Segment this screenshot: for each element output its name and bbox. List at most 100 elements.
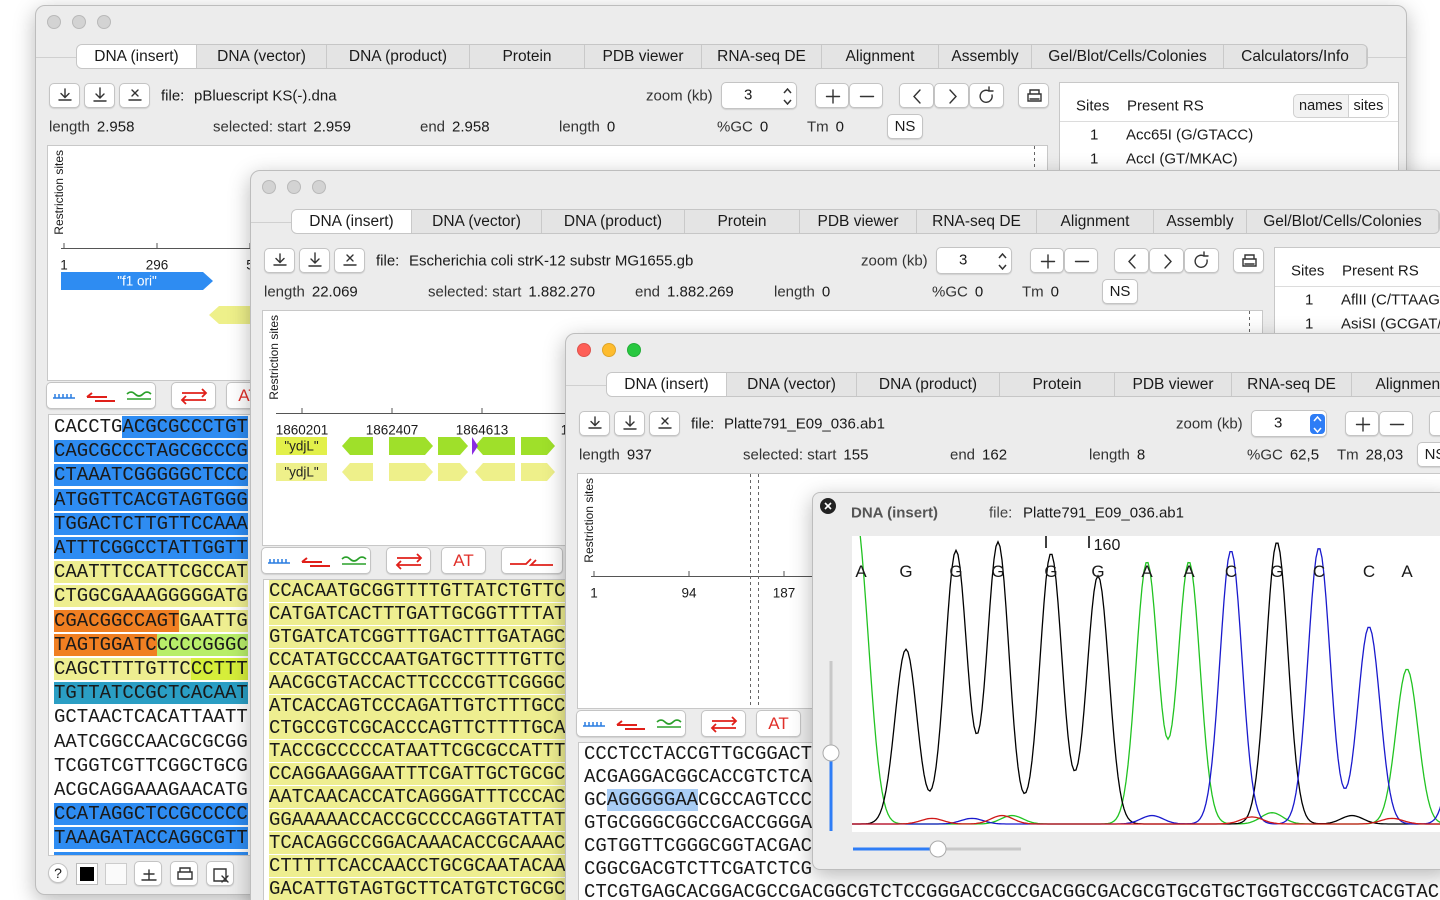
toggle-option[interactable]: sites — [1347, 95, 1389, 117]
back-button[interactable] — [1429, 411, 1440, 436]
tab[interactable]: Protein — [685, 210, 800, 233]
sequence-segment[interactable]: TAGTGGATC — [54, 633, 157, 656]
tab[interactable]: DNA (insert) — [607, 373, 727, 396]
window-control[interactable] — [97, 15, 111, 29]
save-button[interactable] — [614, 411, 645, 436]
reload-button[interactable] — [969, 83, 1004, 108]
tab[interactable]: DNA (insert) — [77, 45, 197, 68]
sequence-segment[interactable]: ACGCAGGAAAGAACATG — [54, 779, 248, 802]
sequence-segment[interactable]: CCCCGGGC — [156, 633, 248, 656]
sequence-segment[interactable]: CGCCAGTCCC — [698, 789, 813, 811]
feature-label[interactable]: "f1 ori" — [117, 273, 157, 289]
tab[interactable]: DNA (product) — [327, 45, 470, 68]
tab[interactable]: Gel/Blot/Cells/Colonies — [1247, 210, 1439, 233]
sequence-segment[interactable]: CAATTTCCATTCGCCAT — [54, 561, 248, 584]
site-count[interactable]: 1 — [1090, 126, 1099, 144]
site-name[interactable]: AsiSI (GCGAT/ — [1341, 315, 1440, 333]
forward-button[interactable] — [934, 83, 969, 108]
feature-label[interactable]: "ydjL" — [284, 438, 319, 454]
sequence-segment[interactable]: TCGGTCGTTCGGCTGCG — [54, 754, 248, 777]
forward-button[interactable] — [1149, 248, 1184, 273]
sequence-segment[interactable]: ACGCGCCCTGT — [122, 416, 248, 438]
print-button[interactable] — [1233, 248, 1264, 273]
load-button[interactable] — [264, 248, 295, 273]
zoom-out-button[interactable] — [1379, 411, 1413, 436]
sites-header[interactable]: Sites — [1291, 262, 1325, 280]
sequence-segment[interactable]: CATGATCACTTTGATTGCGGTTTTAT — [269, 602, 566, 625]
sequence-segment[interactable]: GAATTG — [179, 609, 248, 632]
toggle-option[interactable]: names — [1299, 98, 1343, 114]
zoom-in-button[interactable] — [1345, 411, 1379, 436]
tab[interactable]: Assembly — [939, 45, 1032, 68]
tab[interactable]: Gel/Blot/Cells/Colonies — [1032, 45, 1224, 68]
sequence-segment[interactable]: GTGCGGGCGGCCGACCGGGA — [584, 812, 813, 834]
tab[interactable]: RNA-seq DE — [702, 45, 822, 68]
site-count[interactable]: 1 — [1305, 291, 1314, 309]
zoom-out-button[interactable] — [1064, 248, 1098, 273]
sequence-segment[interactable]: TGTCCGCCTTTCTCCCT — [54, 851, 248, 855]
tool-button[interactable] — [261, 547, 371, 574]
sequence-segment[interactable]: CTAAATCGGGGGCTCCC — [54, 464, 248, 487]
clear-button[interactable] — [649, 411, 680, 436]
close-button[interactable] — [820, 498, 836, 514]
tab[interactable]: Calculators/Info — [1224, 45, 1367, 68]
sequence-segment[interactable]: CCAGGAAGGAATTTCGATTGCTGCGC — [269, 763, 566, 786]
sequence-segment[interactable]: CCCTCCTACCGTTGCGGACT — [584, 743, 813, 765]
sequence-segment[interactable]: TGTTATCCGCTCACAAT — [54, 682, 248, 705]
clear-color-button[interactable] — [206, 861, 234, 886]
sequence-segment[interactable]: CTGCCGTCGCACCCAGTTCTTTTGCA — [269, 717, 566, 740]
ns-button[interactable]: NS — [1417, 442, 1440, 467]
feature-label[interactable]: "ydjL" — [284, 464, 319, 480]
clear-button[interactable] — [334, 248, 365, 273]
sequence-segment[interactable]: CTCGTGAGCACGGACGCCGACGGCGTCTCCGGGACCGCCG… — [584, 881, 1440, 900]
tab[interactable]: Alignment — [1352, 373, 1440, 396]
sequence-segment[interactable]: TCACAGGCCGGACAAACACCGCAAAC — [269, 831, 566, 854]
tab[interactable]: DNA (vector) — [412, 210, 542, 233]
back-button[interactable] — [1114, 248, 1149, 273]
tab[interactable]: RNA-seq DE — [917, 210, 1037, 233]
sequence-segment[interactable]: CGACGGCCAGT — [54, 609, 180, 632]
print-button[interactable] — [1018, 83, 1049, 108]
sequence-segment[interactable]: CAGCGCCCTAGCGCCCG — [54, 440, 248, 463]
tab[interactable]: RNA-seq DE — [1232, 373, 1352, 396]
sequence-segment[interactable]: CCACAATGCGGTTTTGTTATCTGTTC — [269, 580, 566, 602]
tab[interactable]: DNA (product) — [857, 373, 1000, 396]
tab[interactable]: Alignment — [1037, 210, 1154, 233]
sequence-segment[interactable]: TGGACTCTTGTTCCAAA — [54, 512, 248, 535]
reload-button[interactable] — [1184, 248, 1219, 273]
sequence-segment[interactable]: TAAAGATACCAGGCGTT — [54, 827, 248, 850]
window-control[interactable] — [287, 180, 301, 194]
sequence-segment[interactable]: CCATATGCCCAATGATGCTTTTGTTC — [269, 648, 566, 671]
load-button[interactable] — [579, 411, 610, 436]
tool-button[interactable]: AT — [756, 710, 801, 737]
sequence-segment[interactable]: CGGCGACGTCTTCGATCTCG — [584, 858, 813, 880]
sequence-segment[interactable]: CTGGCGAAAGGGGGATG — [54, 585, 248, 608]
zoom-spinner[interactable]: 3 — [721, 82, 797, 109]
tab[interactable]: Alignment — [822, 45, 939, 68]
sequence-segment[interactable]: CGTGGTTCGGGCGGTACGAC — [584, 835, 813, 857]
sequence-segment[interactable]: ATCACCAGTCCCAGATTGTCTTTGCC — [269, 694, 566, 717]
tab[interactable]: PDB viewer — [1115, 373, 1232, 396]
tool-button[interactable] — [701, 710, 746, 737]
sequence-segment[interactable]: CCTTT — [190, 658, 248, 681]
tab[interactable]: PDB viewer — [800, 210, 917, 233]
zoom-out-button[interactable] — [849, 83, 883, 108]
tab[interactable]: Assembly — [1154, 210, 1247, 233]
back-button[interactable] — [899, 83, 934, 108]
scale-button[interactable] — [134, 861, 162, 886]
clear-button[interactable] — [119, 83, 150, 108]
ns-button[interactable]: NS — [1102, 279, 1138, 304]
sequence-segment[interactable]: GTGATCATCGGTTTGACTTTGATAGC — [269, 625, 566, 648]
site-count[interactable]: 1 — [1305, 315, 1314, 333]
sequence-segment[interactable]: GGAAAAACCACCGCCCCAGGTATTAT — [269, 809, 566, 832]
sequence-segment[interactable]: GACATTGTAGTGCTTCATGTCTGCGC — [269, 877, 566, 900]
window-control[interactable] — [47, 15, 61, 29]
sequence-segment[interactable]: ATTTCGGCCTATTGGTT — [54, 537, 248, 560]
window-control[interactable] — [72, 15, 86, 29]
load-button[interactable] — [49, 83, 80, 108]
sequence-segment[interactable]: CAGCTTTTGTTC — [54, 658, 191, 681]
tab[interactable]: DNA (insert) — [292, 210, 412, 233]
tab[interactable]: DNA (product) — [542, 210, 685, 233]
sequence-segment[interactable]: AATCGGCCAACGCGCGG — [54, 730, 248, 753]
tab[interactable]: Protein — [1000, 373, 1115, 396]
